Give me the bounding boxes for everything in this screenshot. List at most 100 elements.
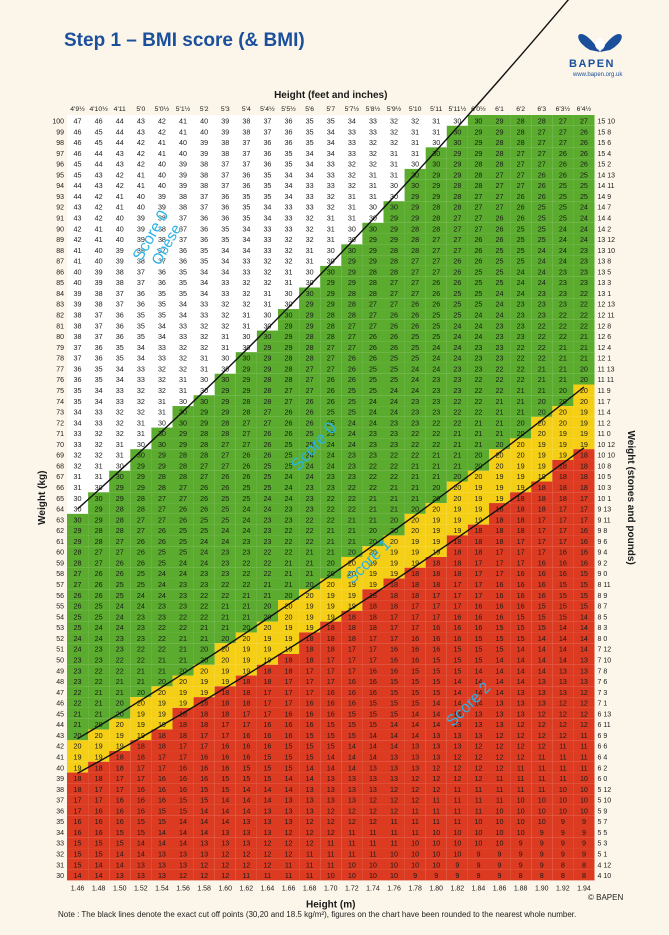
bmi-cell: [362, 201, 384, 213]
bmi-cell: [531, 556, 553, 568]
bmi-cell: [446, 427, 468, 439]
bmi-cell: [88, 761, 110, 773]
bmi-value: 29: [496, 116, 504, 125]
bmi-cell: [235, 427, 257, 439]
bmi-value: 17: [137, 763, 145, 772]
bmi-cell: [467, 718, 489, 730]
bmi-value: 24: [580, 235, 588, 244]
bmi-value: 29: [242, 375, 250, 384]
bmi-cell: [489, 556, 511, 568]
weight-kg-tick: 83: [56, 302, 64, 309]
bmi-cell: [235, 546, 257, 557]
bmi-cell: [109, 352, 131, 363]
bmi-value: 24: [348, 429, 356, 438]
bmi-value: 35: [179, 289, 187, 298]
bmi-value: 16: [158, 796, 166, 805]
bmi-value: 20: [474, 461, 482, 470]
bmi-value: 27: [327, 354, 335, 363]
bmi-value: 20: [137, 688, 145, 697]
bmi-cell: [88, 276, 110, 288]
weight-stone-tick: 12 1: [598, 356, 612, 363]
bmi-cell: [109, 438, 131, 450]
bmi-value: 12: [538, 709, 546, 718]
weight-stone-tick: 11 7: [598, 399, 611, 406]
bmi-value: 24: [95, 623, 103, 632]
weight-stone-tick: 13 5: [598, 269, 612, 276]
bmi-value: 38: [74, 311, 82, 320]
bmi-value: 26: [327, 386, 335, 395]
bmi-value: 34: [327, 149, 335, 158]
bmi-value: 40: [116, 214, 124, 223]
bmi-cell: [193, 524, 215, 536]
bmi-value: 30: [327, 267, 335, 276]
bmi-value: 15: [179, 796, 187, 805]
bmi-cell: [214, 632, 236, 644]
bmi-value: 11: [496, 785, 503, 794]
bmi-cell: [489, 686, 511, 698]
bmi-value: 20: [453, 494, 461, 503]
bmi-value: 42: [158, 116, 166, 125]
bmi-cell: [130, 115, 152, 126]
bmi-cell: [341, 459, 363, 471]
weight-kg-tick: 58: [56, 571, 64, 578]
bmi-cell: [235, 610, 257, 622]
bmi-cell: [88, 686, 110, 698]
bmi-value: 39: [74, 289, 82, 298]
bmi-value: 10: [348, 871, 356, 880]
bmi-value: 13: [474, 731, 482, 740]
bmi-value: 28: [411, 235, 419, 244]
bmi-cell: [235, 772, 257, 784]
bmi-cell: [235, 395, 257, 407]
bmi-cell: [446, 815, 468, 827]
bmi-value: 15: [432, 655, 440, 664]
bmi-cell: [467, 858, 489, 870]
bmi-value: 26: [369, 332, 377, 341]
bmi-value: 11: [454, 796, 461, 805]
bmi-value: 25: [517, 224, 525, 233]
bmi-value: 20: [411, 515, 419, 524]
bmi-value: 14: [432, 709, 440, 718]
bmi-value: 31: [263, 300, 271, 309]
bmi-cell: [109, 330, 131, 342]
bmi-value: 36: [221, 214, 229, 223]
bmi-cell: [235, 718, 257, 730]
bmi-value: 16: [95, 828, 103, 837]
bmi-cell: [88, 751, 110, 762]
bmi-cell: [109, 848, 131, 859]
bmi-cell: [446, 212, 468, 223]
bmi-cell: [404, 848, 426, 859]
bmi-value: 22: [474, 386, 482, 395]
bmi-cell: [278, 826, 300, 838]
bmi-value: 26: [242, 461, 250, 470]
bmi-value: 25: [390, 354, 398, 363]
weight-kg-tick: 90: [56, 226, 64, 233]
bmi-cell: [425, 190, 447, 202]
bmi-value: 23: [580, 278, 588, 287]
bmi-value: 21: [517, 397, 525, 406]
bmi-value: 25: [158, 548, 166, 557]
bmi-cell: [109, 190, 131, 202]
bmi-value: 21: [242, 612, 250, 621]
bmi-cell: [278, 804, 300, 816]
bmi-cell: [172, 459, 194, 471]
bmi-value: 33: [285, 214, 293, 223]
bmi-value: 24: [538, 278, 546, 287]
bmi-value: 19: [538, 440, 546, 449]
bmi-value: 35: [74, 397, 82, 406]
bmi-value: 40: [116, 224, 124, 233]
bmi-value: 11: [390, 817, 397, 826]
bmi-cell: [425, 416, 447, 428]
bmi-value: 19: [496, 472, 504, 481]
bmi-cell: [341, 115, 363, 126]
bmi-cell: [88, 697, 110, 708]
bmi-value: 30: [411, 160, 419, 169]
bmi-value: 29: [263, 354, 271, 363]
bmi-cell: [214, 406, 236, 417]
bmi-value: 18: [306, 645, 314, 654]
bmi-cell: [299, 513, 321, 525]
bmi-cell: [214, 115, 236, 126]
bmi-value: 16: [453, 634, 461, 643]
bmi-value: 13: [369, 763, 377, 772]
bmi-value: 24: [221, 537, 229, 546]
bmi-cell: [130, 610, 152, 622]
